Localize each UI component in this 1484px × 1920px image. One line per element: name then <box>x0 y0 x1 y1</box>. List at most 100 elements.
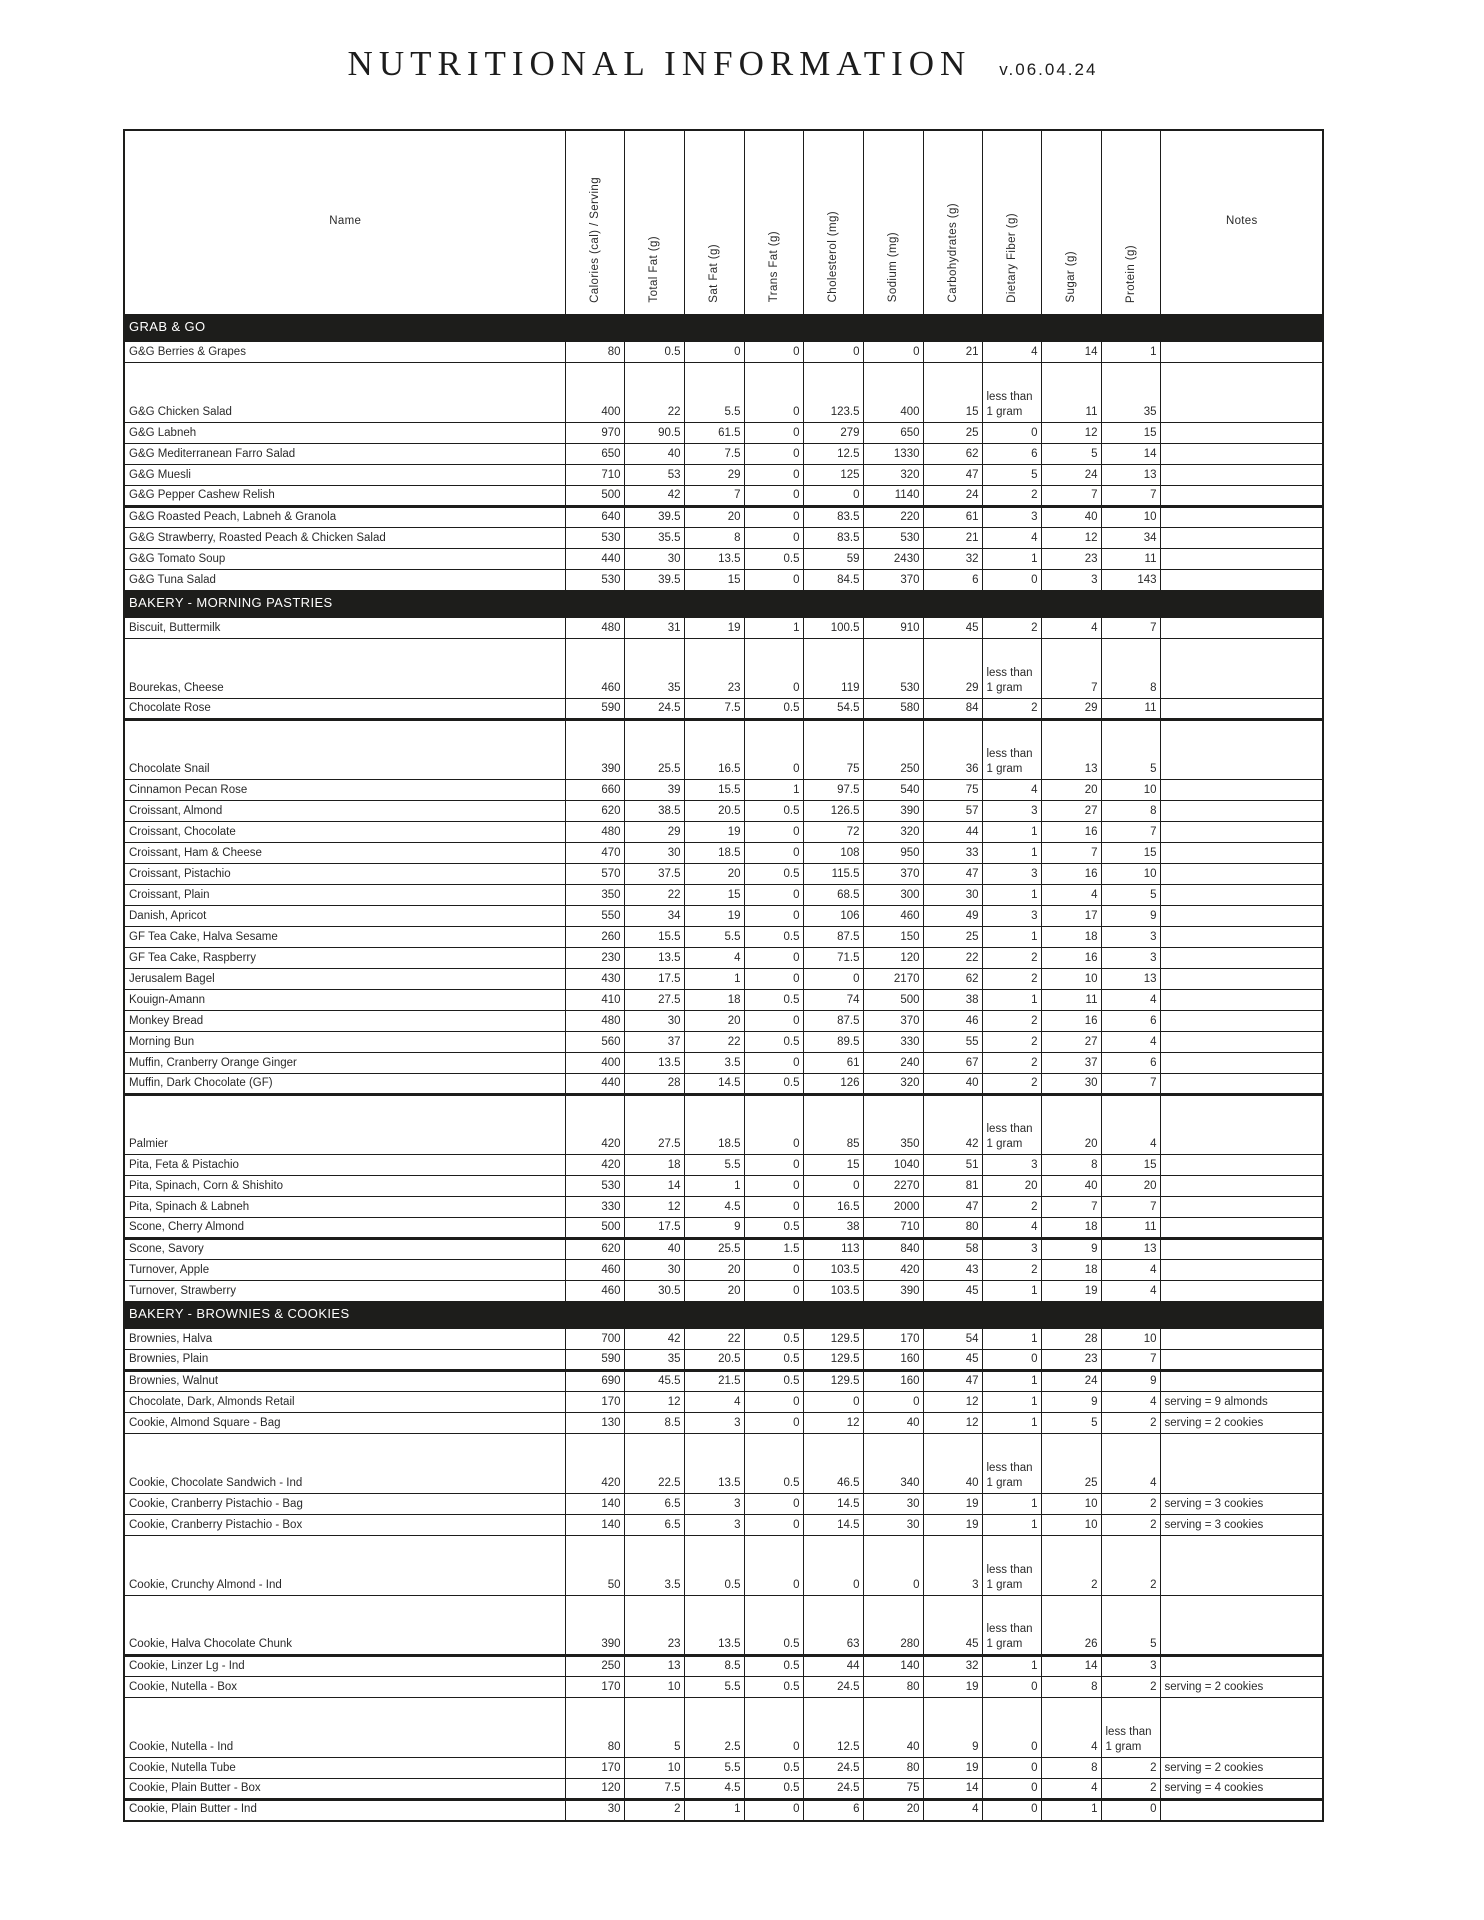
item-name: Pita, Feta & Pistachio <box>123 1154 566 1176</box>
item-name: G&G Chicken Salad <box>123 362 566 423</box>
cell-cholesterol: 100.5 <box>802 617 864 639</box>
cell-sat-fat: 0.5 <box>683 1535 745 1596</box>
item-name: Palmier <box>123 1093 566 1155</box>
cell-sat-fat: 1 <box>683 1798 745 1821</box>
cell-sat-fat: 21.5 <box>683 1369 745 1392</box>
cell-calories: 400 <box>564 1052 625 1074</box>
cell-dietary-fiber: 2 <box>981 947 1042 969</box>
cell-carbohydrates: 55 <box>922 1031 983 1053</box>
cell-dietary-fiber: 2 <box>981 1010 1042 1032</box>
cell-protein: 10 <box>1100 863 1161 885</box>
cell-total-fat: 18 <box>623 1154 685 1176</box>
cell-total-fat: 37 <box>623 1031 685 1053</box>
cell-sat-fat: 3.5 <box>683 1052 745 1074</box>
column-header-trans-fat: Trans Fat (g) <box>743 129 804 315</box>
cell-sodium: 0 <box>862 1391 924 1413</box>
item-name: Pita, Spinach, Corn & Shishito <box>123 1175 566 1197</box>
cell-dietary-fiber: 6 <box>981 443 1042 465</box>
cell-cholesterol: 84.5 <box>802 569 864 591</box>
cell-sat-fat: 7.5 <box>683 698 745 720</box>
cell-sodium: 1040 <box>862 1154 924 1176</box>
cell-calories: 530 <box>564 527 625 549</box>
item-name: Pita, Spinach & Labneh <box>123 1196 566 1218</box>
cell-sugar: 26 <box>1040 1595 1102 1656</box>
cell-sat-fat: 1 <box>683 968 745 990</box>
cell-sugar: 4 <box>1040 617 1102 639</box>
cell-sat-fat: 61.5 <box>683 422 745 444</box>
cell-sugar: 23 <box>1040 1349 1102 1371</box>
cell-sat-fat: 4 <box>683 1391 745 1413</box>
cell-total-fat: 5 <box>623 1697 685 1758</box>
cell-carbohydrates: 40 <box>922 1433 983 1494</box>
cell-cholesterol: 129.5 <box>802 1349 864 1371</box>
cell-total-fat: 30 <box>623 1010 685 1032</box>
cell-trans-fat: 0.5 <box>743 1595 804 1656</box>
cell-trans-fat: 0 <box>743 362 804 423</box>
cell-sat-fat: 23 <box>683 638 745 699</box>
cell-carbohydrates: 45 <box>922 1595 983 1656</box>
cell-sodium: 540 <box>862 779 924 801</box>
cell-protein: 15 <box>1100 842 1161 864</box>
item-name: Cookie, Cranberry Pistachio - Bag <box>123 1493 566 1515</box>
cell-sugar: 23 <box>1040 548 1102 570</box>
cell-sodium: 330 <box>862 1031 924 1053</box>
table-row: Cookie, Almond Square - Bag 130 8.5 3 0 12 40 1… <box>123 1412 1324 1434</box>
cell-cholesterol: 12.5 <box>802 1697 864 1758</box>
cell-protein: 2 <box>1100 1412 1161 1434</box>
item-notes: serving = 2 cookies <box>1159 1757 1324 1779</box>
cell-sodium: 840 <box>862 1237 924 1260</box>
cell-sugar: 20 <box>1040 1093 1102 1155</box>
item-notes <box>1159 842 1324 864</box>
rotated-label: Sugar (g) <box>1065 251 1078 303</box>
table-row: Brownies, Walnut 690 45.5 21.5 0.5 129.5 160 47… <box>123 1369 1324 1392</box>
cell-protein: 7 <box>1100 617 1161 639</box>
cell-dietary-fiber: 0 <box>981 1757 1042 1779</box>
cell-trans-fat: 0 <box>743 821 804 843</box>
cell-total-fat: 39 <box>623 779 685 801</box>
cell-sat-fat: 8 <box>683 527 745 549</box>
item-notes <box>1159 1697 1324 1758</box>
cell-calories: 390 <box>564 1595 625 1656</box>
cell-trans-fat: 0 <box>743 1535 804 1596</box>
cell-total-fat: 24.5 <box>623 698 685 720</box>
cell-sat-fat: 1 <box>683 1175 745 1197</box>
cell-trans-fat: 1 <box>743 617 804 639</box>
cell-sodium: 40 <box>862 1412 924 1434</box>
item-name: G&G Muesli <box>123 464 566 486</box>
table-row: Kouign-Amann 410 27.5 18 0.5 74 500 38 1 11 4 <box>123 989 1324 1011</box>
cell-protein: 8 <box>1100 800 1161 822</box>
item-name: Croissant, Pistachio <box>123 863 566 885</box>
cell-protein: 20 <box>1100 1175 1161 1197</box>
cell-trans-fat: 0 <box>743 485 804 507</box>
cell-trans-fat: 0.5 <box>743 1676 804 1698</box>
cell-cholesterol: 83.5 <box>802 505 864 528</box>
cell-sodium: 170 <box>862 1328 924 1350</box>
cell-sat-fat: 3 <box>683 1493 745 1515</box>
cell-sugar: 11 <box>1040 989 1102 1011</box>
item-name: Scone, Cherry Almond <box>123 1217 566 1239</box>
cell-sat-fat: 15.5 <box>683 779 745 801</box>
cell-sodium: 390 <box>862 1280 924 1302</box>
cell-calories: 530 <box>564 1175 625 1197</box>
cell-sat-fat: 18 <box>683 989 745 1011</box>
item-notes <box>1159 1073 1324 1095</box>
cell-sugar: 17 <box>1040 905 1102 927</box>
cell-sodium: 950 <box>862 842 924 864</box>
cell-calories: 120 <box>564 1778 625 1800</box>
cell-sodium: 650 <box>862 422 924 444</box>
cell-sat-fat: 3 <box>683 1412 745 1434</box>
item-name: G&G Tomato Soup <box>123 548 566 570</box>
cell-carbohydrates: 45 <box>922 1280 983 1302</box>
item-name: Chocolate Rose <box>123 698 566 720</box>
item-name: Brownies, Plain <box>123 1349 566 1371</box>
cell-protein: 6 <box>1100 1010 1161 1032</box>
cell-total-fat: 40 <box>623 1237 685 1260</box>
cell-sodium: 240 <box>862 1052 924 1074</box>
cell-sat-fat: 19 <box>683 905 745 927</box>
cell-carbohydrates: 45 <box>922 617 983 639</box>
cell-total-fat: 35.5 <box>623 527 685 549</box>
item-name: GF Tea Cake, Halva Sesame <box>123 926 566 948</box>
item-name: Brownies, Walnut <box>123 1369 566 1392</box>
cell-sodium: 1330 <box>862 443 924 465</box>
cell-sodium: 80 <box>862 1676 924 1698</box>
